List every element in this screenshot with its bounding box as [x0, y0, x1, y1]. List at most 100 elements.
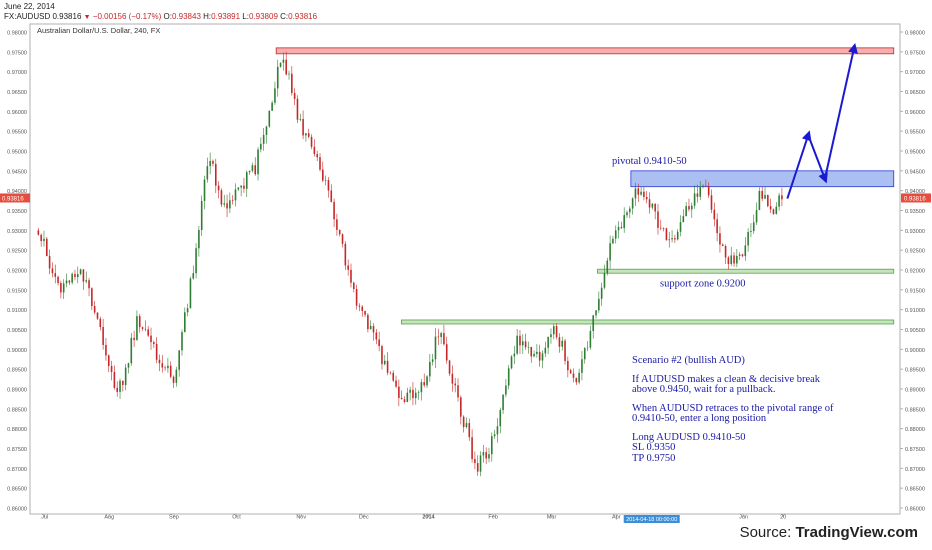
cursor-date-text: 2014-04-18 00:00:00: [626, 517, 677, 523]
candle: [502, 394, 504, 414]
candle: [245, 170, 248, 197]
candle: [688, 198, 690, 212]
right-axis: 0.98000 0.97500 0.97000 0.96500 0.96000 0.955…: [900, 31, 925, 513]
candle: [626, 210, 628, 219]
candle: [257, 147, 259, 181]
candle: [389, 371, 392, 375]
candle: [637, 183, 640, 203]
note-line-3: When AUDUSD retraces to the pivotal rang…: [632, 402, 834, 414]
chart-title: Australian Dollar/U.S. Dollar, 240, FX: [37, 26, 160, 35]
candle: [617, 221, 620, 239]
x-tick-2: Sep: [169, 515, 179, 521]
candles: [37, 51, 783, 477]
candle: [595, 310, 597, 319]
candle: [705, 179, 707, 187]
y-tick-left-2: 0.97000: [7, 70, 27, 76]
y-tick-right-16: 0.90000: [905, 348, 925, 354]
candle: [629, 206, 631, 219]
candle: [671, 230, 673, 243]
candle: [457, 378, 459, 402]
y-tick-right-18: 0.89000: [905, 388, 925, 394]
source-brand[interactable]: TradingView.com: [795, 524, 918, 541]
zone-labels: pivotal 0.9410-50 support zone 0.9200: [612, 156, 745, 290]
candle: [327, 177, 330, 198]
y-tick-right-3: 0.96500: [905, 90, 925, 96]
candle: [260, 137, 262, 153]
projection-arrow-1: [807, 134, 828, 184]
x-tick-3: Oct: [232, 515, 241, 521]
y-tick-left-8: 0.94000: [7, 189, 27, 195]
candle: [383, 354, 386, 366]
y-tick-left-18: 0.89000: [7, 388, 27, 394]
low-value: 0.93809: [248, 12, 278, 21]
candle: [127, 362, 130, 374]
candle: [414, 387, 417, 405]
candle: [465, 417, 468, 429]
y-tick-left-17: 0.89500: [7, 368, 27, 374]
candle: [313, 139, 316, 157]
candle: [448, 359, 451, 377]
candle: [147, 326, 149, 337]
y-tick-left-6: 0.95000: [7, 150, 27, 156]
y-tick-right-4: 0.96000: [905, 110, 925, 116]
candle: [172, 375, 175, 389]
candle: [54, 264, 57, 284]
candle: [200, 195, 203, 236]
y-tick-right-6: 0.95000: [905, 150, 925, 156]
candle: [161, 354, 164, 373]
axis-badges: 0.93816 0.93816 2014-04-18 00:00:00: [0, 193, 931, 523]
candle: [651, 203, 654, 210]
candle: [429, 354, 431, 382]
candle: [322, 161, 324, 183]
x-tick-11: 20: [780, 515, 786, 521]
candle: [581, 350, 583, 381]
candle: [682, 209, 685, 223]
candle: [406, 387, 409, 403]
candle: [138, 313, 141, 333]
note-line-6: SL 0.9350: [632, 442, 676, 453]
candle: [358, 303, 361, 312]
candle: [122, 380, 124, 392]
y-tick-left-5: 0.95500: [7, 130, 27, 136]
candle: [555, 323, 558, 340]
candle: [392, 370, 395, 383]
candle: [398, 379, 400, 407]
y-tick-right-13: 0.91500: [905, 288, 925, 294]
candle: [781, 187, 783, 207]
candle: [513, 345, 516, 365]
y-tick-left-20: 0.88000: [7, 427, 27, 433]
candle: [158, 354, 161, 372]
candle: [113, 365, 116, 390]
candle: [93, 301, 96, 315]
y-tick-right-17: 0.89500: [905, 368, 925, 374]
candle: [707, 182, 710, 198]
candle: [181, 329, 183, 356]
candle: [62, 279, 65, 300]
candle: [409, 386, 411, 401]
y-tick-right-8: 0.94000: [905, 189, 925, 195]
y-tick-right-10: 0.93000: [905, 229, 925, 235]
candle: [471, 429, 473, 463]
candle: [88, 277, 90, 297]
symbol-label[interactable]: FX:AUDUSD: [4, 12, 51, 21]
zones: [275, 47, 895, 325]
candle: [541, 350, 544, 369]
candle: [99, 316, 102, 331]
candle: [558, 333, 561, 353]
candle: [772, 208, 775, 215]
candle: [82, 269, 85, 290]
candle: [679, 215, 682, 237]
candle: [603, 264, 606, 290]
candle: [344, 241, 347, 270]
candle: [265, 125, 268, 144]
zone-support-2: [400, 319, 895, 325]
candle: [775, 202, 778, 215]
candle: [347, 259, 349, 276]
pivotal-label: pivotal 0.9410-50: [612, 156, 687, 167]
candle: [699, 181, 702, 201]
candle: [733, 252, 735, 267]
candle: [564, 338, 566, 365]
candle: [198, 225, 200, 257]
candle: [57, 275, 59, 286]
